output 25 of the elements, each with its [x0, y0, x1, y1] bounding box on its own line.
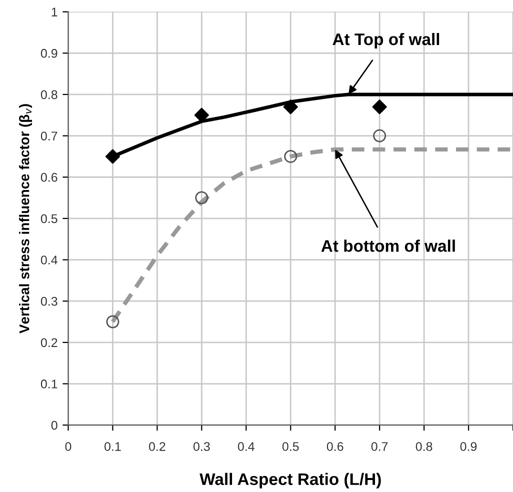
y-tick-label: 0.5	[40, 214, 58, 224]
y-tick-label: 0.6	[40, 172, 58, 182]
x-tick-label: 0.9	[460, 442, 477, 451]
x-axis-title: Wall Aspect Ratio (L/H)	[200, 472, 381, 488]
y-tick-label: 0.1	[40, 380, 58, 388]
annotation: At bottom of wall	[321, 240, 455, 252]
x-tick-label: 0.2	[148, 442, 166, 451]
x-tick-label: 0.6	[326, 442, 344, 451]
y-tick-label: 0.2	[40, 338, 58, 348]
x-tick-label: 0.8	[416, 442, 432, 451]
x-tick-label: 0.3	[193, 442, 210, 451]
y-tick-label: 0.4	[40, 256, 58, 264]
y-tick-label: 0.7	[40, 132, 58, 140]
y-tick-label: 1	[52, 8, 58, 16]
y-tick-label: 0.8	[40, 90, 58, 100]
annotation: At Top of wall	[332, 32, 440, 49]
x-tick-label: 0.1	[104, 442, 121, 451]
y-axis-title: Vertical stress influence factor (β$_{v}$)	[19, 104, 32, 334]
x-tick-label: 0	[65, 442, 72, 451]
x-tick-label: 0.7	[371, 442, 388, 451]
y-tick-label: 0.9	[40, 48, 58, 58]
x-tick-label: 0.4	[238, 442, 254, 451]
y-tick-label: 0	[51, 420, 58, 430]
y-tick-label: 0.3	[40, 296, 58, 306]
x-tick-label: 0.5	[282, 442, 299, 451]
